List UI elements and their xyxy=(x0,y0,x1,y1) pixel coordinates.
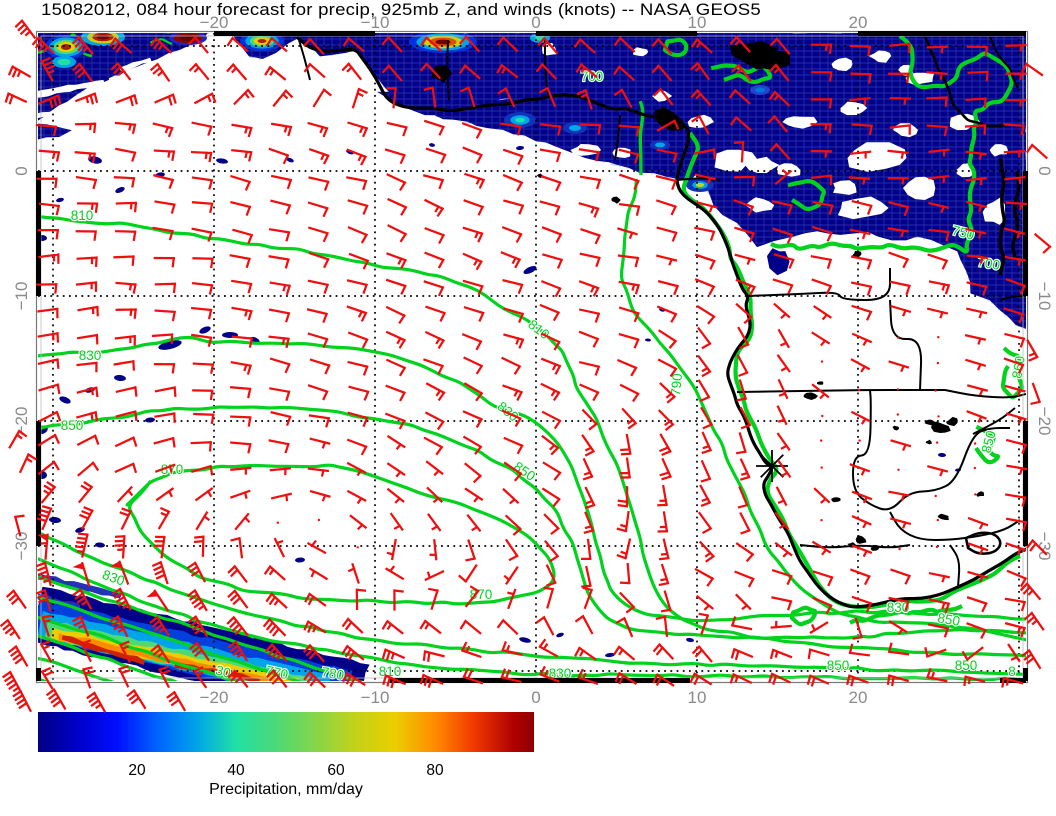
svg-text:0: 0 xyxy=(1035,166,1054,175)
svg-text:40: 40 xyxy=(227,762,245,779)
svg-text:−10: −10 xyxy=(12,282,31,311)
svg-text:−30: −30 xyxy=(1035,532,1054,561)
svg-text:850: 850 xyxy=(827,658,850,673)
svg-text:−20: −20 xyxy=(12,407,31,436)
svg-text:Precipitation, mm/day: Precipitation, mm/day xyxy=(209,781,363,798)
svg-text:0: 0 xyxy=(531,13,540,32)
svg-text:790: 790 xyxy=(668,373,685,397)
svg-text:−20: −20 xyxy=(200,13,229,32)
svg-text:810: 810 xyxy=(71,208,94,223)
svg-text:750: 750 xyxy=(950,222,976,242)
svg-text:15082012, 084 hour forecast fo: 15082012, 084 hour forecast for precip, … xyxy=(41,1,761,19)
svg-text:20: 20 xyxy=(128,762,146,779)
svg-text:−30: −30 xyxy=(12,532,31,561)
svg-text:10: 10 xyxy=(688,13,707,32)
svg-text:80: 80 xyxy=(426,762,444,779)
svg-text:850: 850 xyxy=(978,429,998,455)
svg-text:−20: −20 xyxy=(1035,407,1054,436)
svg-text:0: 0 xyxy=(12,166,31,175)
svg-text:850: 850 xyxy=(936,610,961,629)
svg-text:700: 700 xyxy=(581,69,604,84)
svg-text:10: 10 xyxy=(688,688,707,707)
svg-text:20: 20 xyxy=(849,688,868,707)
svg-text:810: 810 xyxy=(379,664,402,679)
svg-text:850: 850 xyxy=(61,418,84,433)
svg-text:−10: −10 xyxy=(361,13,390,32)
svg-text:−20: −20 xyxy=(200,688,229,707)
svg-text:0: 0 xyxy=(531,688,540,707)
svg-text:830: 830 xyxy=(887,600,910,615)
svg-text:8: 8 xyxy=(1008,664,1016,679)
svg-text:−10: −10 xyxy=(1035,282,1054,311)
svg-text:850: 850 xyxy=(955,658,978,673)
svg-text:−10: −10 xyxy=(361,688,390,707)
svg-text:20: 20 xyxy=(849,13,868,32)
svg-text:60: 60 xyxy=(327,762,345,779)
svg-text:30: 30 xyxy=(214,662,232,680)
svg-text:830: 830 xyxy=(79,348,102,363)
